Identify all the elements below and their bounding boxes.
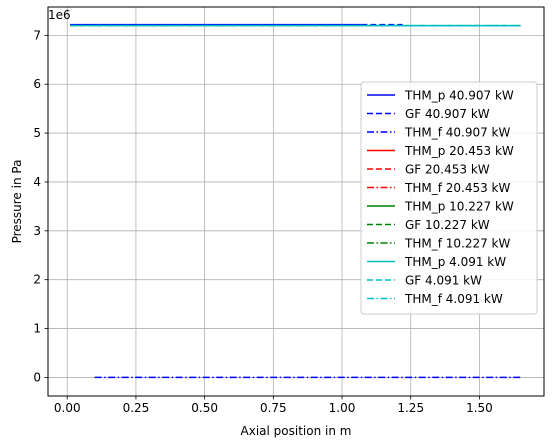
legend-label: GF 4.091 kW (405, 274, 482, 288)
legend-label: GF 20.453 kW (405, 163, 490, 177)
y-tick-label: 6 (33, 77, 41, 91)
legend-label: THM_p 40.907 kW (404, 89, 514, 103)
legend-label: THM_f 20.453 kW (404, 181, 510, 195)
legend-label: THM_f 4.091 kW (404, 292, 503, 306)
legend-box (360, 81, 538, 315)
x-tick-label: 0.25 (123, 401, 150, 415)
x-tick-label: 0.00 (54, 401, 81, 415)
y-offset-label: 1e6 (48, 8, 71, 22)
axis-ticks: 0.00 0.25 0.50 0.75 1.00 1.25 1.50 0 1 2 3 4 5 6 7 (33, 28, 492, 415)
x-tick-label: 1.00 (329, 401, 356, 415)
y-tick-label: 1 (33, 322, 41, 336)
legend-label: THM_f 10.227 kW (404, 237, 510, 251)
legend-label: THM_p 20.453 kW (404, 144, 514, 158)
y-tick-label: 0 (33, 370, 41, 384)
plot-frame (47, 6, 545, 397)
x-axis-label: Axial position in m (241, 424, 352, 438)
legend-label: THM_p 4.091 kW (404, 255, 506, 269)
y-tick-label: 5 (33, 126, 41, 140)
y-tick-label: 3 (33, 224, 41, 238)
x-tick-label: 1.25 (397, 401, 424, 415)
y-tick-label: 4 (33, 175, 41, 189)
x-tick-label: 1.50 (466, 401, 493, 415)
y-tick-label: 7 (33, 28, 41, 42)
legend-label: GF 40.907 kW (405, 107, 490, 121)
y-tick-label: 2 (33, 273, 41, 287)
plot-lines (70, 23, 521, 379)
legend-label: GF 10.227 kW (405, 218, 490, 232)
legend-label: THM_f 40.907 kW (404, 126, 510, 140)
x-tick-label: 0.75 (260, 401, 287, 415)
y-axis-label: Pressure in Pa (10, 160, 24, 244)
legend: THM_p 40.907 kW GF 40.907 kW THM_f 40.907 … (360, 81, 538, 315)
legend-label: THM_p 10.227 kW (404, 200, 514, 214)
x-tick-label: 0.50 (191, 401, 218, 415)
